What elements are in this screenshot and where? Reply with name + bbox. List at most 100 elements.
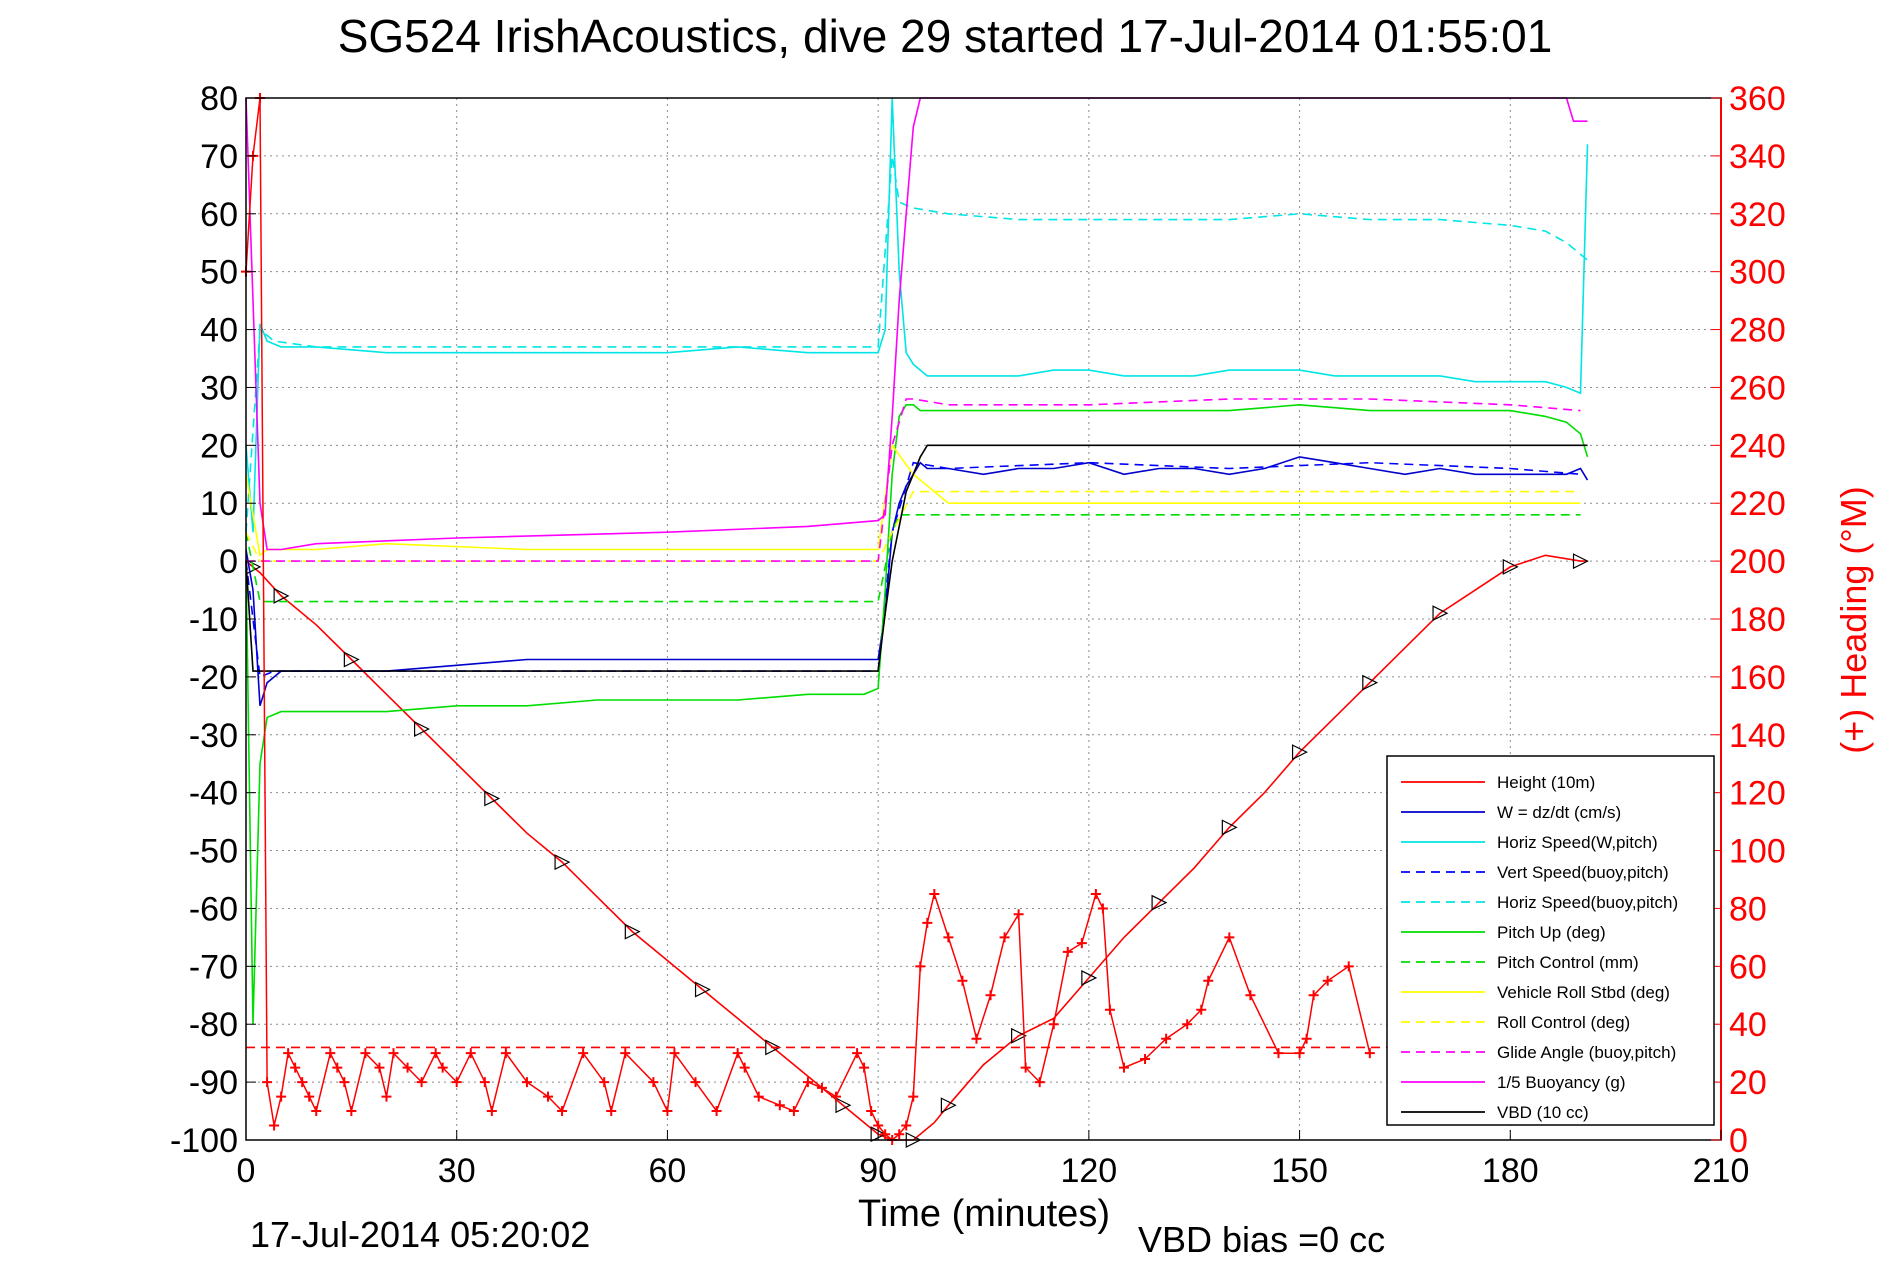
heading-point [599, 1077, 610, 1088]
height-marker [694, 981, 711, 998]
x-tick-label: 210 [1693, 1152, 1750, 1190]
heading-point [922, 917, 933, 928]
y-tick-label: 30 [200, 369, 238, 407]
series-vehicle-roll-stbd-deg [245, 443, 1581, 557]
heading-point [346, 1106, 357, 1117]
heading-point [901, 1120, 912, 1131]
heading-point [451, 1077, 462, 1088]
heading-point [648, 1077, 659, 1088]
heading-point [971, 1033, 982, 1044]
y2-tick-label: 220 [1729, 485, 1786, 523]
heading-point [325, 1048, 336, 1059]
y2-tick-label: 360 [1729, 80, 1786, 118]
height-marker [1572, 553, 1589, 570]
heading-point [1161, 1033, 1172, 1044]
height-marker [1221, 819, 1238, 836]
series-line [245, 456, 1589, 707]
y-tick-label: -20 [189, 659, 238, 697]
heading-point [500, 1048, 511, 1059]
series-line [245, 514, 1581, 603]
height-marker [1291, 744, 1308, 761]
y2-tick-label: 200 [1729, 543, 1786, 581]
x-axis: 0 30 60 90 120 150 180 210 [237, 1130, 1750, 1190]
heading-point [1182, 1019, 1193, 1030]
y2-tick-label: 120 [1729, 775, 1786, 813]
heading-point [416, 1077, 427, 1088]
footer-vbd-bias: VBD bias =0 cc [1138, 1219, 1385, 1260]
y-tick-label: -80 [189, 1006, 238, 1044]
heading-point [1020, 1062, 1031, 1073]
heading-point [985, 990, 996, 1001]
series-pitch-control-mm [245, 514, 1581, 603]
heading-point [1273, 1048, 1284, 1059]
legend-label-1-5-buoyancy-g: 1/5 Buoyancy (g) [1497, 1073, 1626, 1092]
legend-label-height-10m: Height (10m) [1497, 773, 1595, 792]
legend: Height (10m) W = dz/dt (cm/s) Horiz Speed(… [1386, 755, 1715, 1126]
y2-tick-label: 280 [1729, 312, 1786, 350]
height-marker [1432, 605, 1449, 622]
heading-point [802, 1077, 813, 1088]
y2-tick-label: 340 [1729, 138, 1786, 176]
heading-point [816, 1082, 827, 1093]
y-tick-label: -70 [189, 948, 238, 986]
series-horiz-speed-buoy-pitch [245, 155, 1589, 533]
y-tick-label: -60 [189, 890, 238, 928]
y-tick-label: -50 [189, 833, 238, 871]
x-tick-label: 150 [1271, 1152, 1328, 1190]
y2-tick-label: 300 [1729, 254, 1786, 292]
series-line [245, 403, 1589, 1025]
y2-tick-label: 0 [1729, 1122, 1748, 1160]
heading-point [774, 1100, 785, 1111]
heading-point [999, 932, 1010, 943]
x-tick-label: 180 [1482, 1152, 1539, 1190]
legend-label-horiz-speed-w-pitch: Horiz Speed(W,pitch) [1497, 833, 1658, 852]
heading-point [269, 1120, 280, 1131]
heading-point [332, 1062, 343, 1073]
y-tick-label: 10 [200, 485, 238, 523]
heading-point [880, 1129, 891, 1140]
heading-point [739, 1062, 750, 1073]
series-line [245, 443, 1581, 557]
height-marker [413, 721, 430, 737]
heading-point [831, 1091, 841, 1102]
heading-point [1013, 909, 1024, 920]
heading-point [276, 1091, 287, 1102]
series-layer [241, 93, 1589, 1148]
height-marker [554, 854, 571, 871]
y-tick-label: -10 [189, 601, 238, 639]
heading-point [479, 1077, 490, 1088]
heading-point [304, 1091, 315, 1102]
y2-tick-label: 100 [1729, 833, 1786, 871]
series-line [245, 97, 1589, 533]
legend-label-horiz-speed-buoy-pitch: Horiz Speed(buoy,pitch) [1497, 893, 1678, 912]
heading-point [297, 1077, 308, 1088]
heading-point [1104, 1004, 1115, 1015]
heading-point [1322, 975, 1333, 986]
x-tick-label: 90 [859, 1152, 897, 1190]
heading-point [1308, 990, 1319, 1001]
heading-point [606, 1106, 617, 1117]
height-marker [940, 1097, 957, 1114]
left-y-axis: 80 70 60 50 40 30 20 10 0 -10 -20 -30 -40 -50 -60 -70 -8… [170, 80, 256, 1160]
y-tick-label: -40 [189, 775, 238, 813]
height-marker [343, 651, 360, 668]
y-tick-label: 40 [200, 312, 238, 350]
heading-point [1364, 1048, 1375, 1059]
heading-point [1203, 975, 1214, 986]
heading-point [290, 1062, 301, 1073]
height-marker [765, 1039, 782, 1056]
heading-point [929, 888, 940, 899]
series-line [245, 444, 1588, 672]
heading-point [1343, 961, 1354, 972]
heading-point [957, 975, 968, 986]
heading-point [374, 1062, 385, 1073]
heading-point [311, 1106, 322, 1117]
y2-tick-label: 80 [1729, 890, 1767, 928]
height-marker [273, 587, 290, 604]
heading-point [690, 1077, 701, 1088]
x-tick-label: 30 [438, 1152, 476, 1190]
series-heading [241, 93, 1375, 1145]
heading-point [753, 1091, 764, 1102]
heading-point [908, 1091, 919, 1102]
y-tick-label: 20 [200, 427, 238, 465]
